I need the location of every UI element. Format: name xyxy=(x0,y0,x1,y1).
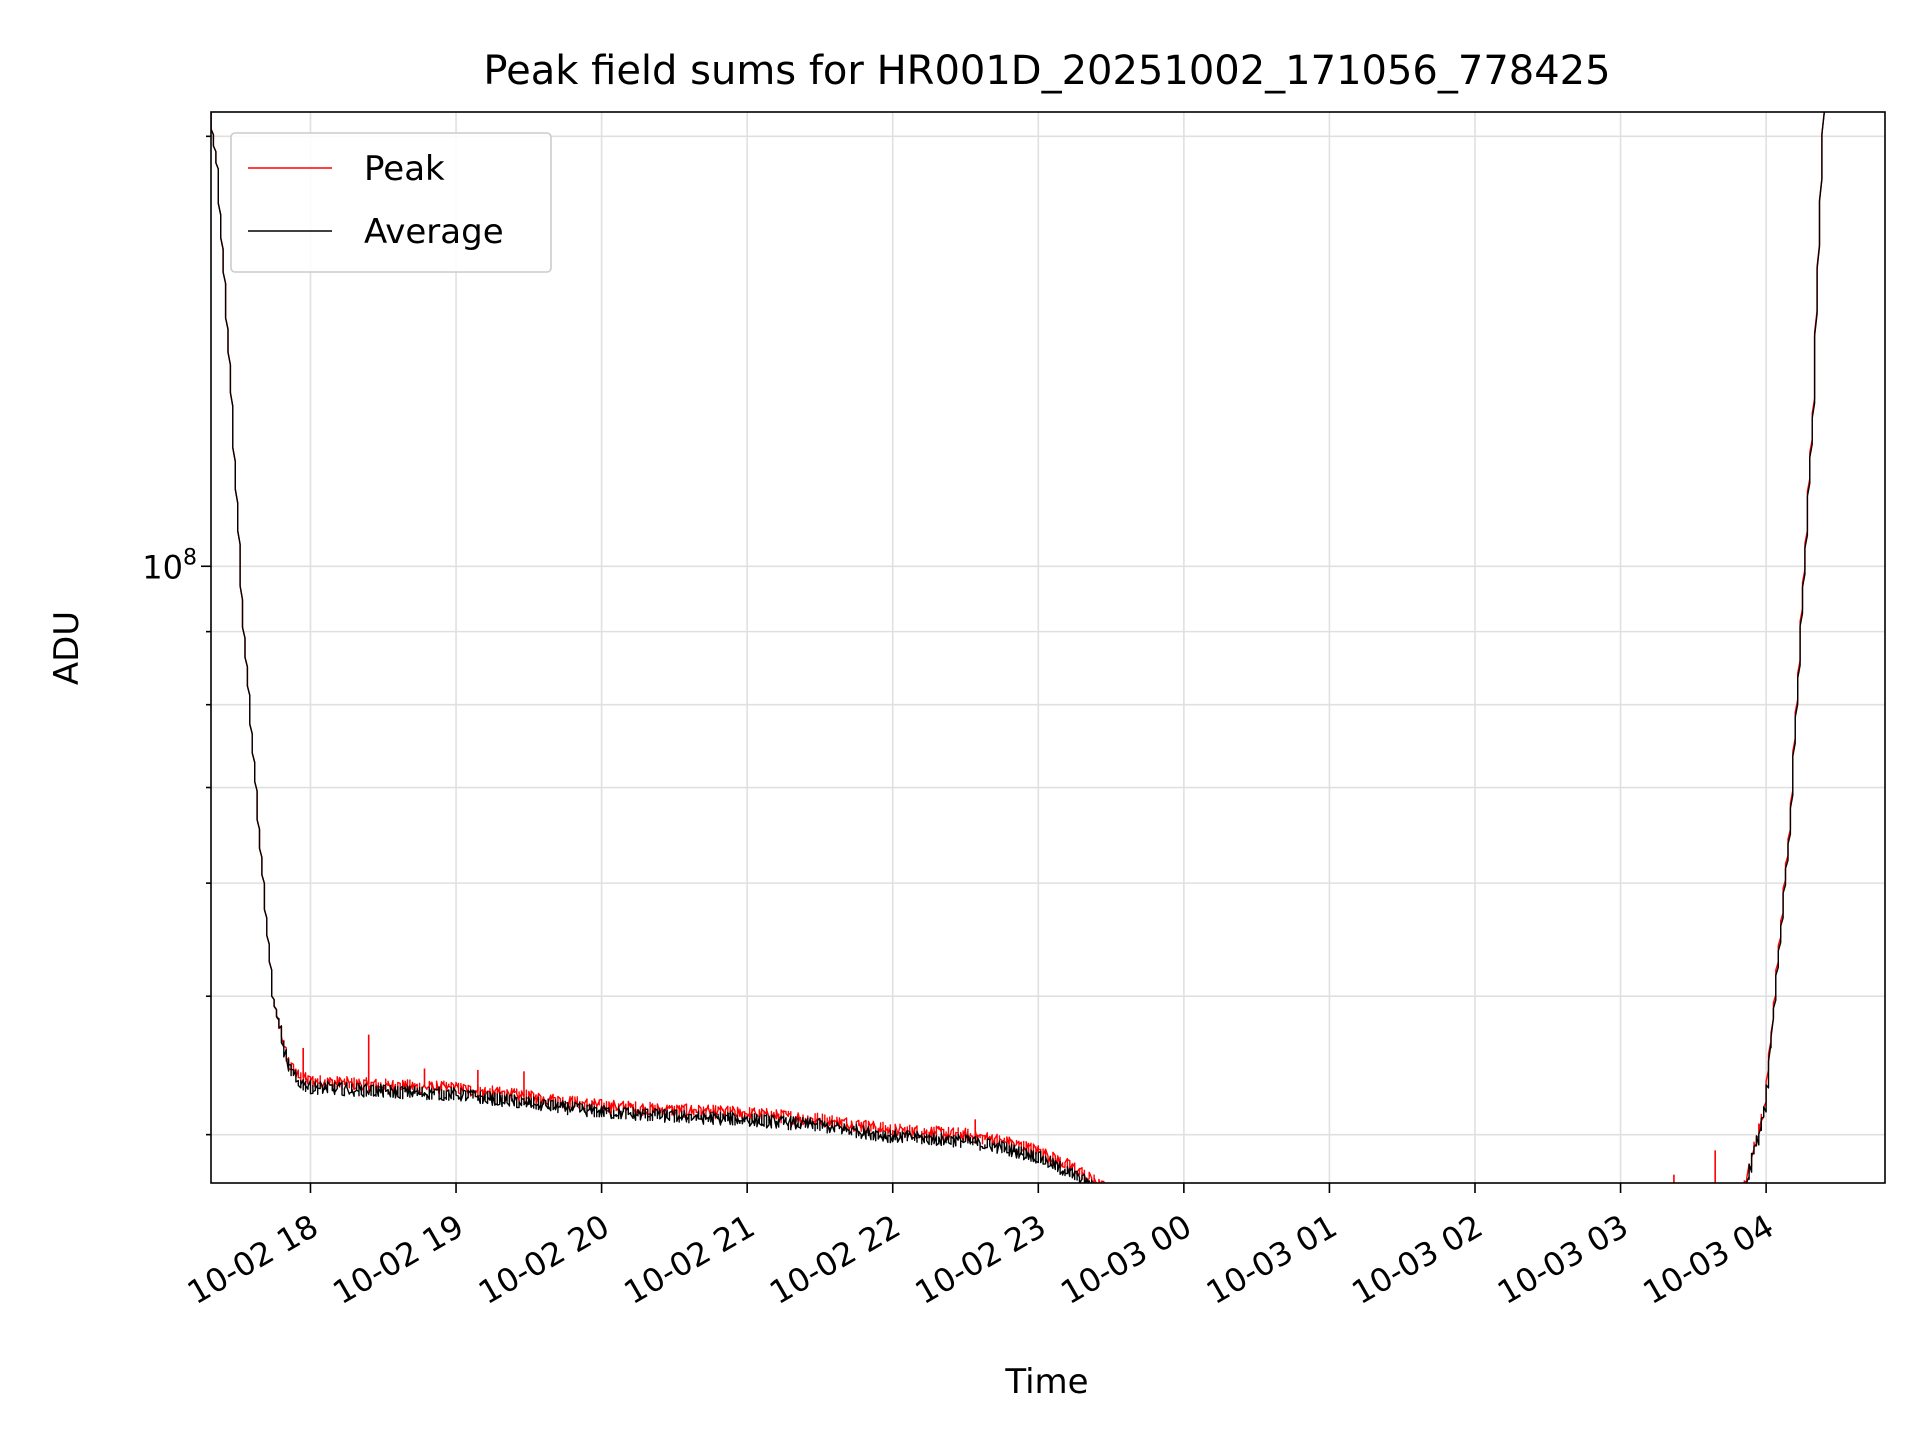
series-line-average xyxy=(211,112,1825,1183)
legend-label-average: Average xyxy=(364,212,504,252)
plot-frame xyxy=(210,111,1886,1184)
chart-title: Peak field sums for HR001D_20251002_1710… xyxy=(483,48,1610,94)
x-axis-label: Time xyxy=(1004,1362,1088,1402)
legend-label-peak: Peak xyxy=(364,149,445,189)
y-axis: 108 xyxy=(142,135,211,1136)
grid xyxy=(211,112,1885,1183)
legend: Peak Average xyxy=(230,132,552,273)
series-layer xyxy=(211,112,1825,1183)
y-axis-label: ADU xyxy=(47,611,87,685)
y-tick-label: 108 xyxy=(142,545,197,586)
